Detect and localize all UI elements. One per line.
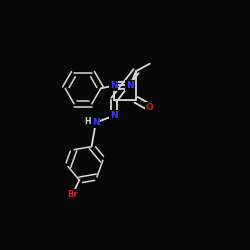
Text: Br: Br — [67, 190, 78, 199]
Text: N: N — [110, 111, 118, 120]
Text: N: N — [92, 118, 100, 127]
Text: N: N — [126, 81, 134, 90]
Text: O: O — [145, 103, 153, 112]
Text: N: N — [110, 81, 118, 90]
Text: H: H — [84, 117, 90, 126]
